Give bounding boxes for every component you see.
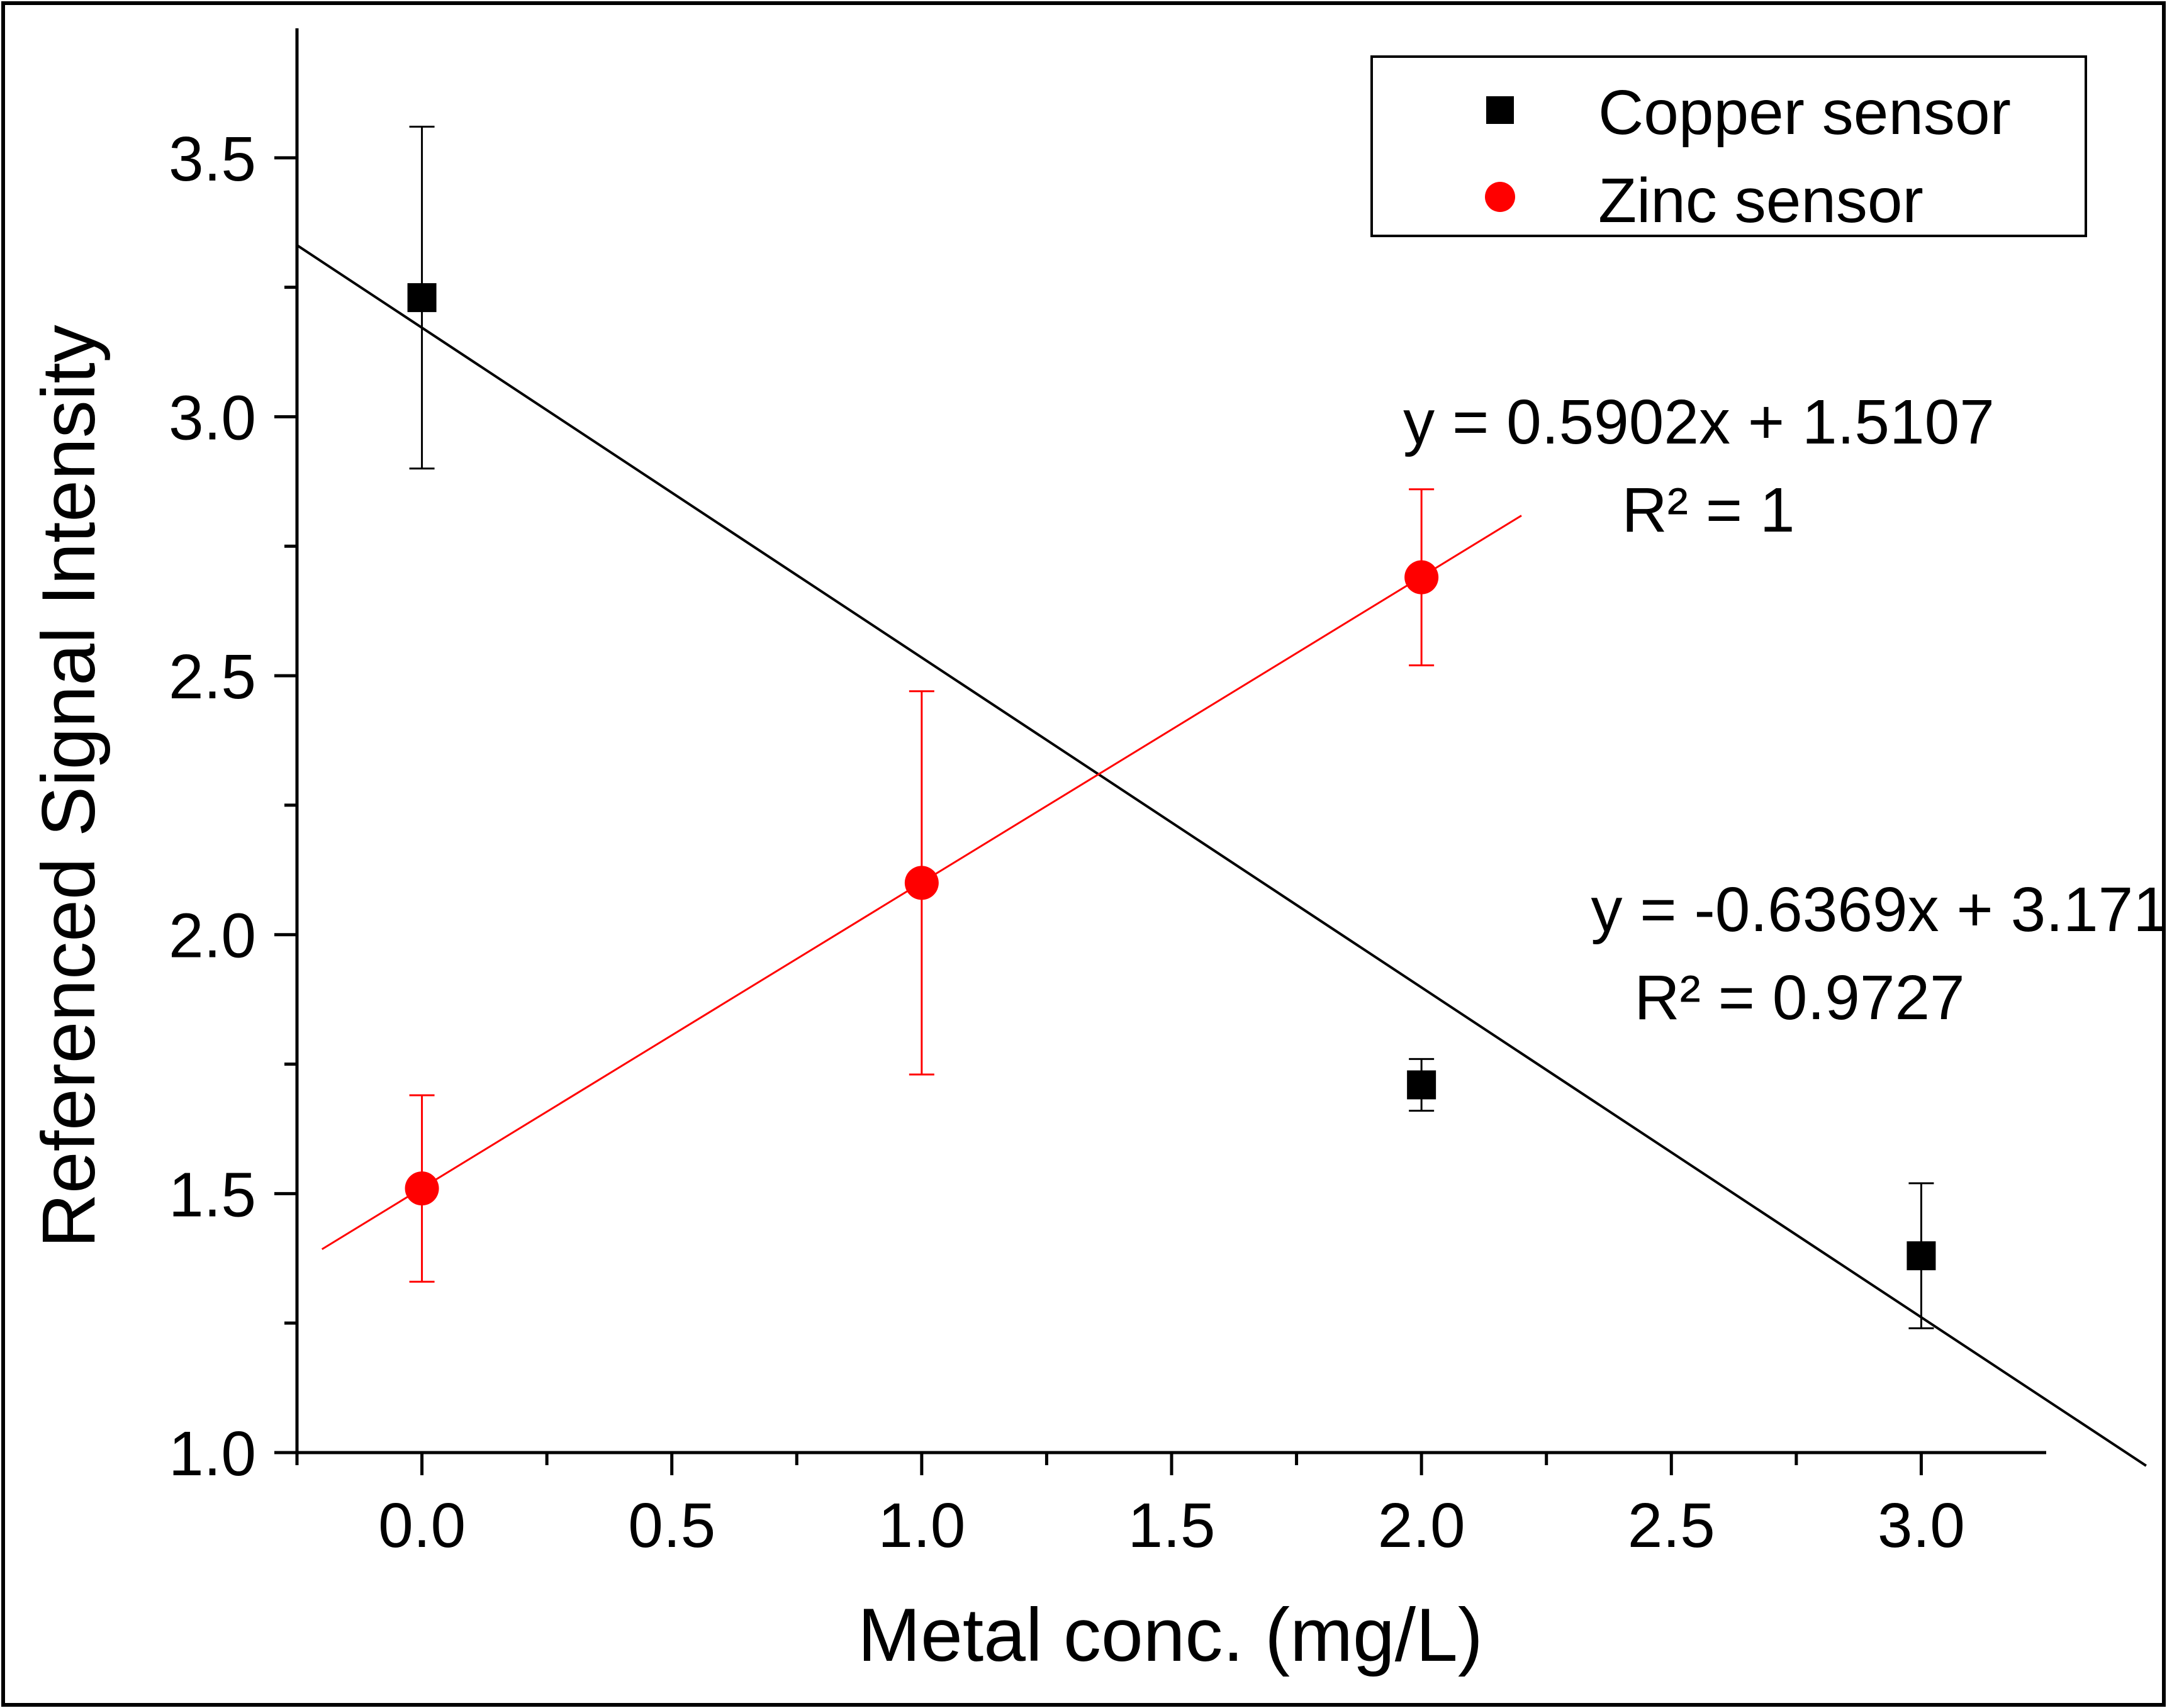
y-tick-label: 3.5: [169, 124, 256, 194]
legend-copper-marker: [1486, 96, 1514, 124]
copper-data-point: [1407, 1070, 1436, 1100]
x-tick-label: 1.5: [1128, 1490, 1215, 1561]
x-ticks: 0.0 0.5 1.0 1.5 2.0 2.5 3.0: [295, 1453, 1965, 1561]
x-tick-label: 0.5: [628, 1490, 715, 1561]
y-tick-label: 2.5: [169, 642, 256, 712]
x-tick-label: 2.0: [1378, 1490, 1465, 1561]
legend: Copper sensor Zinc sensor: [1370, 55, 2087, 237]
y-tick-label: 3.0: [169, 382, 256, 453]
copper-data-point: [1907, 1241, 1936, 1271]
copper-fit-equation: y = -0.6369x + 3.1719: [1591, 874, 2167, 945]
copper-fit-r-squared: R² = 0.9727: [1634, 963, 1964, 1033]
x-tick-label: 1.0: [878, 1490, 965, 1561]
legend-zinc-label: Zinc sensor: [1598, 165, 1923, 236]
zinc-data-point: [405, 1171, 439, 1206]
data-markers: [405, 283, 1936, 1271]
zinc-fit-equation: y = 0.5902x + 1.5107: [1403, 387, 1995, 457]
x-tick-label: 2.5: [1628, 1490, 1715, 1561]
legend-zinc-marker: [1485, 182, 1515, 212]
legend-copper-label: Copper sensor: [1598, 77, 2011, 148]
x-tick-label: 0.0: [378, 1490, 466, 1561]
x-tick-label: 3.0: [1878, 1490, 1965, 1561]
copper-fit-line: [296, 244, 2147, 1467]
zinc-data-point: [1404, 560, 1439, 594]
y-tick-label: 2.0: [169, 901, 256, 971]
x-axis-label: Metal conc. (mg/L): [858, 1593, 1483, 1677]
y-tick-label: 1.5: [169, 1159, 256, 1230]
zinc-data-point: [904, 866, 939, 900]
y-axis-label: Referenced Signal Intensity: [26, 325, 111, 1248]
copper-data-point: [407, 283, 437, 313]
zinc-fit-r-squared: R² = 1: [1621, 475, 1795, 545]
y-ticks: 1.0 1.5 2.0 2.5 3.0 3.5: [169, 124, 297, 1489]
y-tick-label: 1.0: [169, 1419, 256, 1489]
